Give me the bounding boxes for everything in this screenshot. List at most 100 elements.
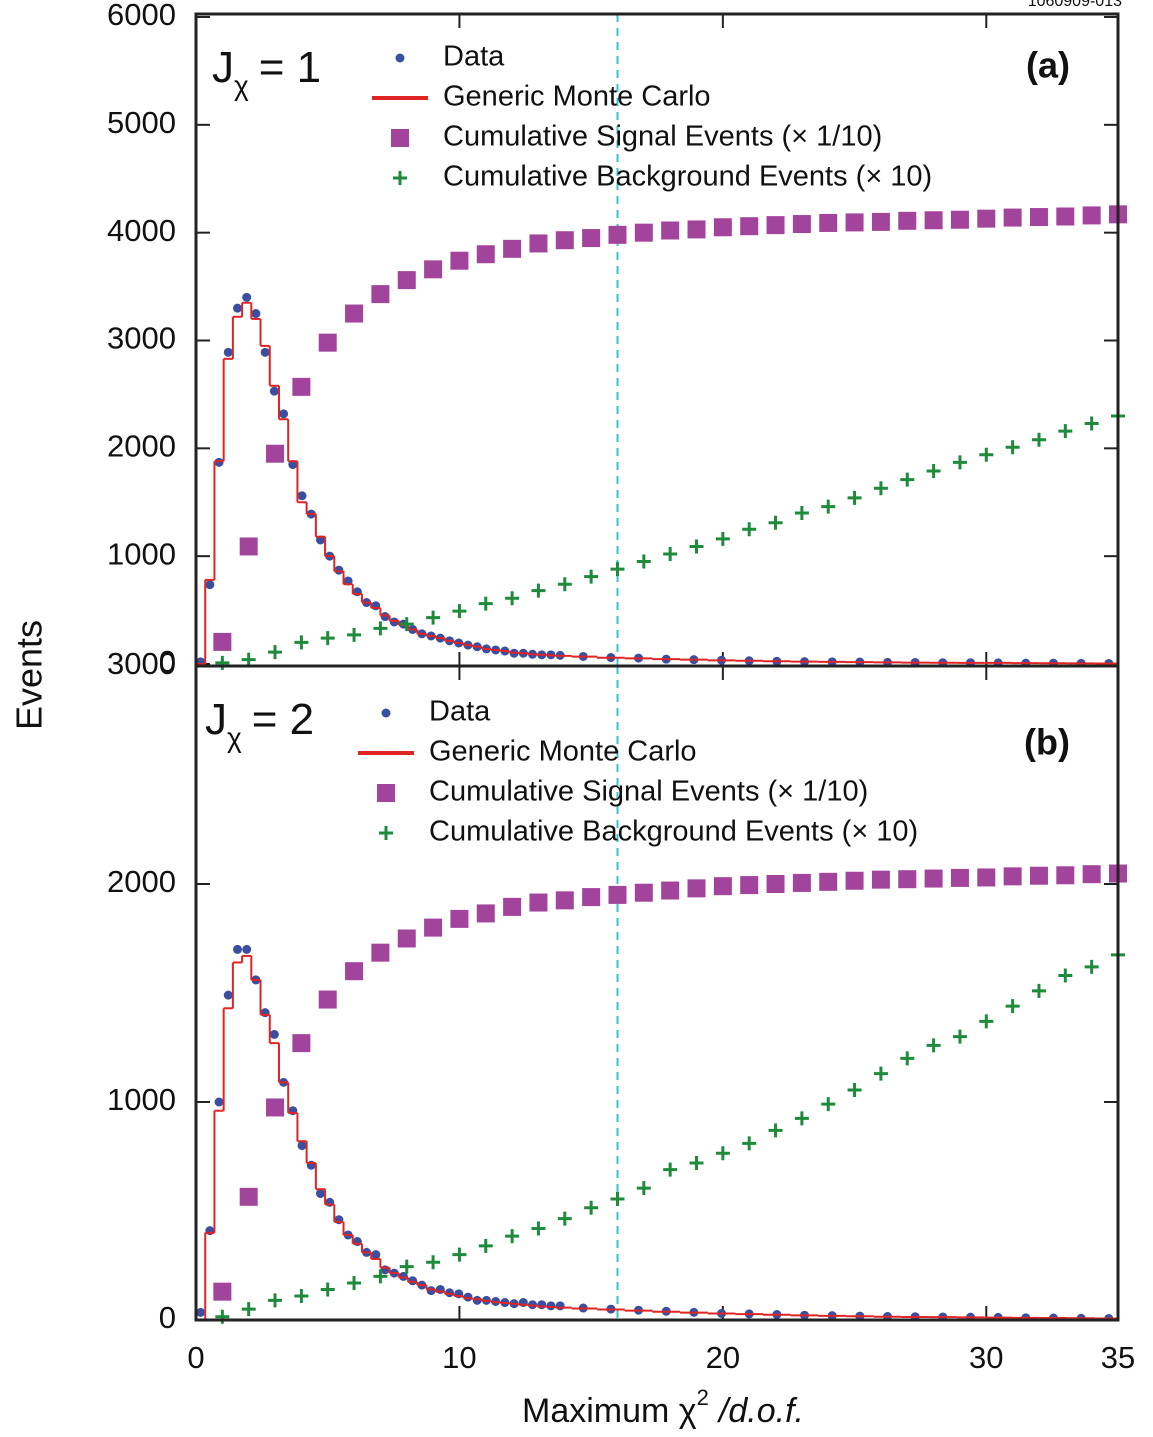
panel-tag: (b) <box>1024 722 1070 763</box>
background-point <box>373 621 388 636</box>
data-point <box>380 612 390 622</box>
background-point <box>689 539 704 554</box>
background-point <box>663 1162 678 1177</box>
data-point <box>537 1300 547 1310</box>
data-point <box>555 1301 565 1311</box>
legend-symbol <box>379 826 393 840</box>
background-point <box>294 1289 309 1304</box>
signal-point <box>1056 866 1075 885</box>
signal-point <box>950 868 969 887</box>
background-point <box>742 522 757 537</box>
legend-label: Cumulative Background Events (× 10) <box>429 816 918 848</box>
background-point <box>373 1269 388 1284</box>
background-point <box>821 499 836 514</box>
x-label-rest: /d.o.f. <box>717 1392 804 1430</box>
background-point <box>426 1255 441 1270</box>
data-point <box>463 1292 473 1302</box>
signal-point <box>634 223 653 242</box>
background-point <box>452 604 467 619</box>
signal-point <box>292 377 311 396</box>
data-point <box>223 347 233 357</box>
signal-point <box>898 211 917 230</box>
legend-symbol <box>391 129 409 147</box>
signal-point <box>266 1098 285 1117</box>
signal-point <box>503 239 522 258</box>
background-point <box>478 596 493 611</box>
signal-point <box>318 990 337 1009</box>
signal-point <box>766 216 785 235</box>
signal-point <box>871 870 890 889</box>
background-point <box>347 627 362 642</box>
data-point <box>232 303 242 313</box>
signal-point <box>819 213 838 232</box>
background-point <box>584 1200 599 1215</box>
signal-point <box>555 231 574 250</box>
background-point <box>715 1146 730 1161</box>
signal-point <box>292 1034 311 1053</box>
j-sub: χ <box>234 70 249 101</box>
legend-symbol <box>393 171 407 185</box>
j-value: = 2 <box>252 695 314 744</box>
legend-label: Cumulative Background Events (× 10) <box>443 161 932 193</box>
background-point <box>1058 968 1073 983</box>
plot-area <box>196 944 1118 1320</box>
signal-point <box>1003 208 1022 227</box>
signal-point <box>345 962 364 981</box>
signal-point <box>239 537 258 556</box>
legend-label: Generic Monte Carlo <box>429 736 697 768</box>
background-point <box>715 531 730 546</box>
signal-point <box>450 251 469 270</box>
panel-tag: (a) <box>1026 45 1070 86</box>
data-point <box>223 990 233 1000</box>
y-tick-label: 2000 <box>107 864 176 899</box>
data-point <box>398 1271 408 1281</box>
legend-label: Data <box>443 41 505 73</box>
background-point <box>1058 424 1073 439</box>
y-tick-label: 1000 <box>107 536 176 571</box>
legend-symbol <box>395 53 405 63</box>
x-tick-label: 35 <box>1101 1340 1135 1375</box>
background-point <box>320 1282 335 1297</box>
signal-point <box>845 871 864 890</box>
background-point <box>215 655 230 670</box>
signal-point <box>871 212 890 231</box>
data-point <box>546 1301 556 1311</box>
signal-point <box>608 225 627 244</box>
background-point <box>399 617 414 632</box>
signal-point <box>371 285 390 304</box>
signal-point <box>1082 865 1101 884</box>
background-point <box>900 1051 915 1066</box>
y-tick-label: 1000 <box>107 1082 176 1117</box>
data-point <box>279 409 289 419</box>
signal-point <box>661 221 680 240</box>
data-point <box>408 1276 418 1286</box>
background-point <box>347 1275 362 1290</box>
background-point <box>557 1211 572 1226</box>
j: J <box>212 43 234 92</box>
background-point <box>1031 432 1046 447</box>
signal-point <box>239 1187 258 1206</box>
y-tick-label: 0 <box>159 1300 176 1335</box>
x-label-main: Maximum χ <box>522 1392 697 1430</box>
background-point <box>1084 959 1099 974</box>
background-point <box>426 610 441 625</box>
data-point <box>242 944 252 954</box>
background-point <box>847 1083 862 1098</box>
signal-point <box>1029 208 1048 227</box>
background-point <box>873 481 888 496</box>
signal-point <box>792 215 811 234</box>
x-tick-label: 0 <box>187 1340 204 1375</box>
background-point <box>1084 416 1099 431</box>
data-point <box>251 309 261 319</box>
background-point <box>610 562 625 577</box>
y-tick-label: 3000 <box>107 321 176 356</box>
signal-point <box>503 897 522 916</box>
signal-point <box>977 868 996 887</box>
x-tick-label: 30 <box>969 1340 1003 1375</box>
y-tick-label: 3000 <box>107 646 176 681</box>
background-point <box>452 1247 467 1262</box>
signal-point <box>582 888 601 907</box>
signal-point <box>529 893 548 912</box>
data-point <box>196 1307 206 1317</box>
